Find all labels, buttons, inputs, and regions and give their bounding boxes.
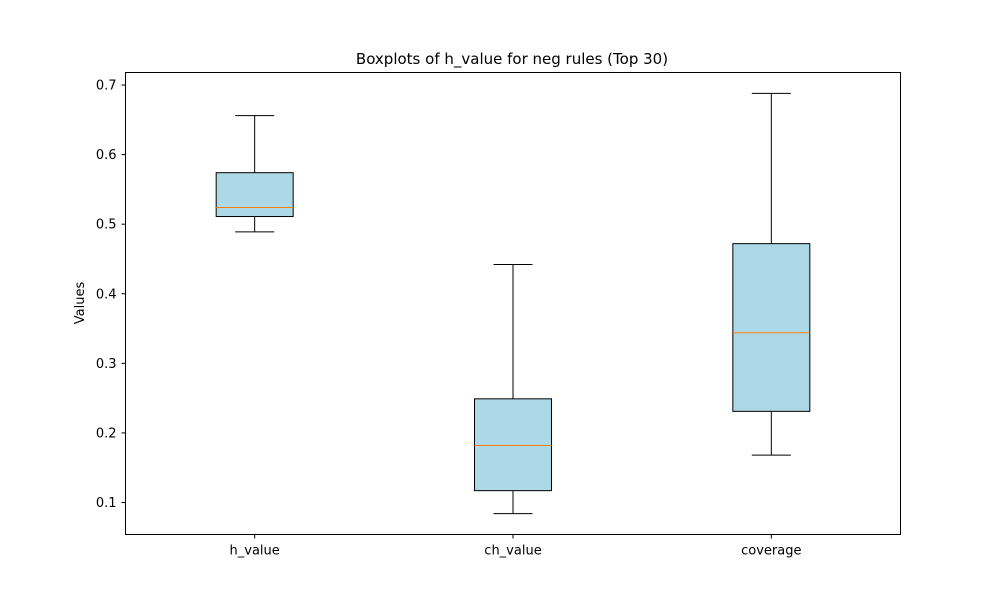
- iqr-box: [215, 172, 294, 218]
- y-axis-ticks: 0.1 0.2 0.3 0.4 0.5 0.6 0.7: [96, 79, 126, 511]
- x-tick-label: h_value: [230, 544, 280, 559]
- y-tick-label: 0.3: [96, 357, 117, 372]
- iqr-box: [474, 398, 552, 492]
- x-tick-label: ch_value: [484, 544, 541, 559]
- y-tick-label: 0.2: [96, 426, 117, 441]
- box-h_value: [215, 115, 294, 233]
- y-tick-label: 0.5: [96, 218, 117, 233]
- x-axis-ticks: h_value ch_value coverage: [230, 534, 802, 559]
- box-coverage: [732, 92, 811, 456]
- chart-title: Boxplots of h_value for neg rules (Top 3…: [356, 50, 668, 69]
- plot-area-frame: [125, 72, 901, 535]
- box-series: [215, 92, 811, 515]
- y-tick-label: 0.6: [96, 148, 117, 163]
- iqr-box: [732, 243, 811, 412]
- y-axis-label: Values: [73, 282, 88, 325]
- y-tick-label: 0.4: [96, 287, 117, 302]
- x-tick-label: coverage: [741, 544, 801, 559]
- y-tick-label: 0.1: [96, 496, 117, 511]
- box-ch_value: [474, 264, 552, 515]
- y-tick-label: 0.7: [96, 79, 117, 94]
